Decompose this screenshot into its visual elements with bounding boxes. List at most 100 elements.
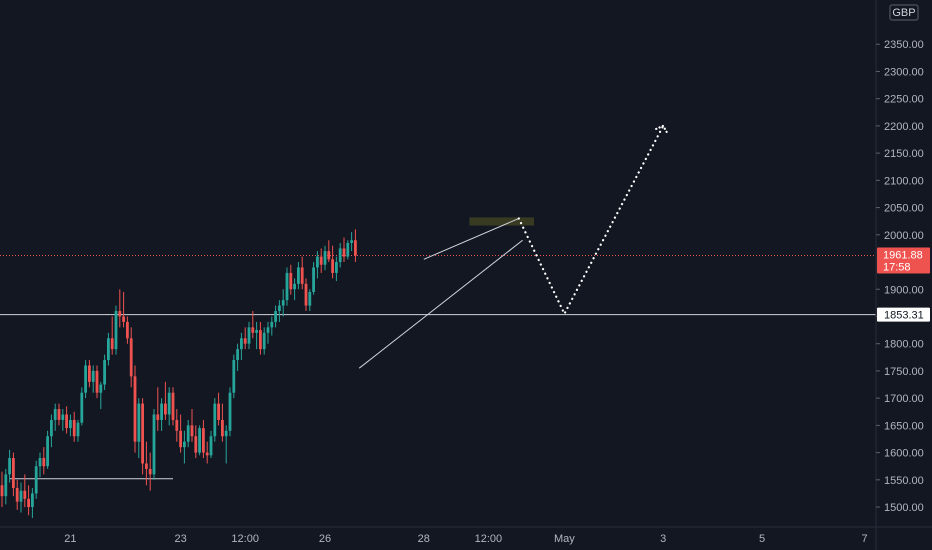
candle-body [171, 392, 175, 420]
candle-body [145, 463, 148, 469]
candle [76, 419, 80, 442]
last-price-badge-box [877, 247, 930, 274]
candle [141, 398, 144, 475]
candle [281, 289, 285, 317]
x-tick-label: 23 [174, 533, 186, 545]
currency-badge[interactable]: GBP [889, 4, 919, 21]
projection-line[interactable] [517, 124, 665, 317]
candle [297, 262, 300, 290]
candle [194, 425, 198, 459]
candle-body [251, 327, 255, 333]
resistance-zone[interactable] [469, 217, 534, 226]
candle-body [354, 240, 357, 256]
candle-body [308, 291, 312, 306]
candle-body [27, 498, 30, 508]
y-tick-label: 2200.00 [884, 121, 924, 133]
x-tick-label: May [554, 533, 575, 545]
candle-body [179, 430, 182, 448]
candle [50, 414, 53, 448]
candle [31, 487, 34, 518]
candle [179, 414, 182, 453]
candle-body [243, 338, 247, 344]
price-axis[interactable]: 1500.00 1550.00 1600.00 1650.00 1700.00 1750.… [876, 39, 924, 514]
candle-body [323, 251, 327, 265]
x-tick-label: 7 [862, 533, 868, 545]
candle-body [84, 365, 87, 393]
candle [308, 289, 312, 312]
y-tick-label: 2100.00 [884, 175, 924, 187]
candle [331, 245, 334, 279]
candle [126, 316, 129, 344]
candle-body [152, 414, 156, 475]
y-tick-label: 1650.00 [884, 420, 924, 432]
candle-body [274, 311, 277, 322]
candle-body [110, 338, 114, 350]
candle-body [262, 332, 266, 350]
candle-body [194, 436, 198, 453]
candle-body [34, 466, 38, 494]
candle [110, 316, 114, 355]
candle [103, 354, 106, 390]
candle [304, 278, 308, 312]
level-price-badge-box [877, 307, 930, 322]
candle [278, 300, 281, 322]
candle-body [205, 452, 209, 456]
candle [316, 251, 319, 279]
candle-body [312, 267, 315, 292]
candle [19, 482, 23, 513]
candle-body [137, 403, 141, 442]
candle [156, 387, 160, 431]
candle [262, 327, 266, 355]
countdown-label: 17:58 [883, 262, 911, 274]
candle [323, 245, 327, 271]
candle [27, 485, 30, 516]
candle-body [114, 311, 118, 350]
candle [270, 316, 274, 336]
candle-body [91, 370, 95, 382]
candle-body [148, 468, 152, 475]
candle-body [281, 300, 285, 306]
candle-body [221, 419, 224, 437]
candle-body [19, 490, 23, 502]
candle-body [300, 267, 304, 284]
candle [57, 403, 61, 426]
candle-body [133, 376, 137, 442]
candle [23, 474, 27, 508]
candle-body [65, 414, 68, 429]
candle-body [289, 272, 293, 290]
candle-body [217, 403, 220, 420]
candle [46, 430, 49, 469]
y-tick-label: 1800.00 [884, 339, 924, 351]
candle [213, 398, 217, 442]
candle [236, 343, 239, 371]
candle [202, 419, 205, 459]
candle-body [213, 403, 217, 437]
candle-body [99, 384, 103, 393]
channel-lower-line[interactable] [358, 239, 523, 369]
projection-arrowhead [655, 124, 669, 134]
candle [84, 360, 87, 399]
candle [114, 305, 118, 355]
candle [251, 311, 255, 339]
y-tick-label: 2300.00 [884, 66, 924, 78]
candle [12, 452, 15, 497]
candle [80, 387, 84, 426]
candle [175, 409, 179, 442]
candle [42, 447, 46, 475]
channel-upper-line[interactable] [423, 218, 519, 260]
x-tick-label: 5 [759, 533, 765, 545]
candle [65, 406, 68, 434]
candle-body [224, 430, 228, 437]
time-axis[interactable]: 21 23 12:00 26 28 12:00 May 3 5 7 [64, 533, 867, 545]
candle [145, 441, 148, 486]
candle-body [190, 425, 194, 437]
candle-body [202, 428, 205, 453]
candle [232, 354, 236, 399]
candle [217, 392, 220, 426]
candle-body [293, 283, 296, 290]
y-tick-label: 2150.00 [884, 148, 924, 160]
candle [240, 332, 243, 361]
